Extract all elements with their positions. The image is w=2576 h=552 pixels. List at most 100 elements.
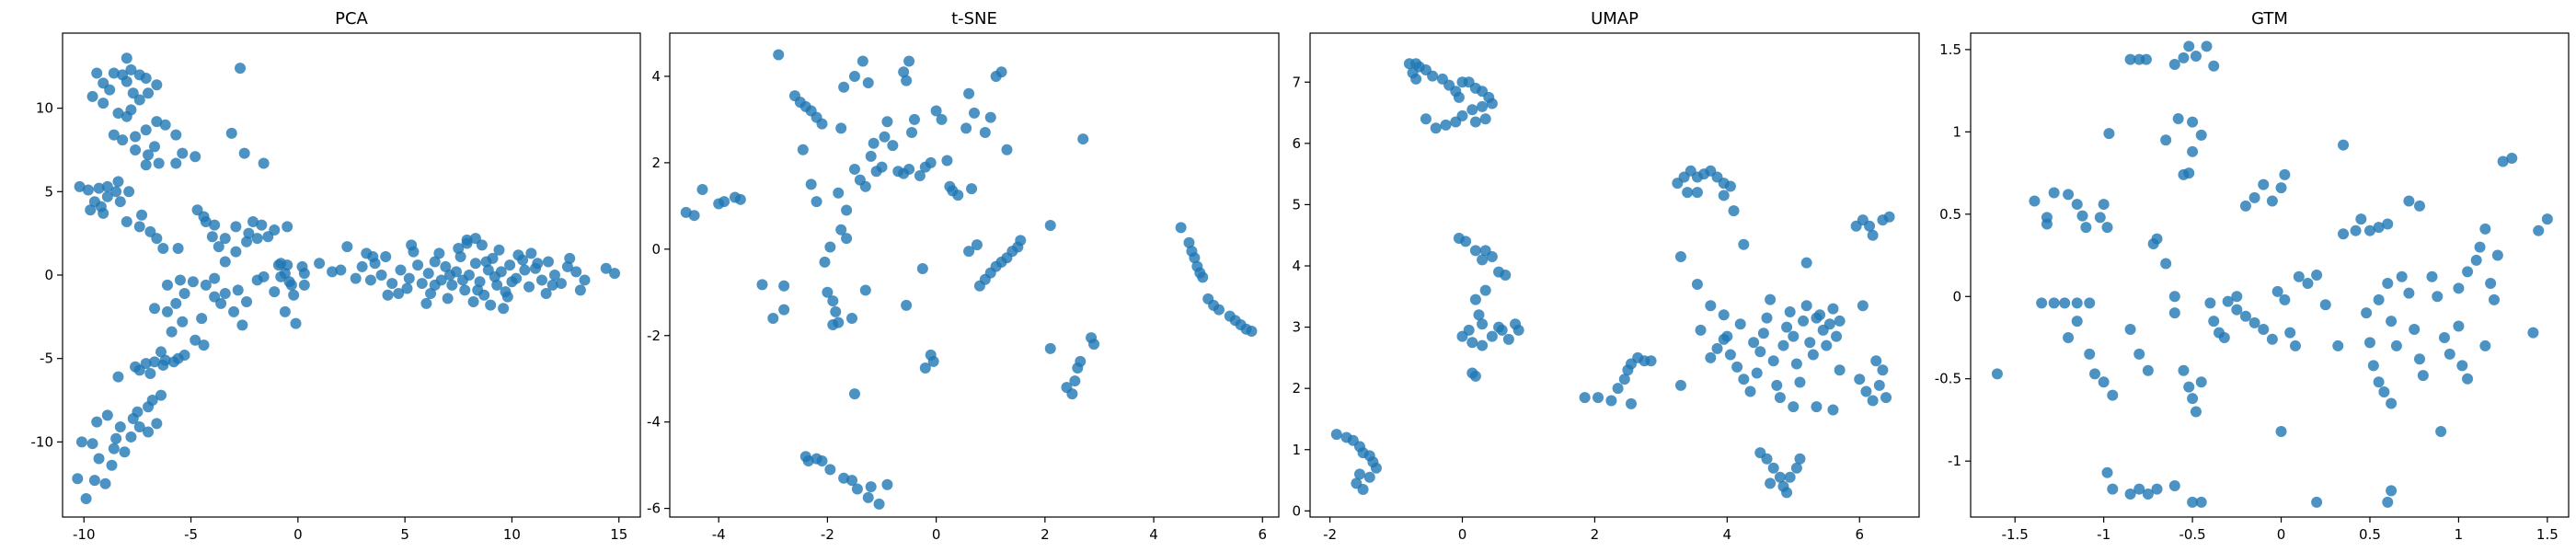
scatter-point	[2479, 223, 2491, 235]
scatter-point	[442, 293, 454, 305]
panel-title: PCA	[335, 9, 368, 29]
scatter-point	[1777, 339, 1789, 351]
scatter-point	[1175, 222, 1187, 234]
scatter-point	[859, 180, 871, 192]
scatter-point	[2231, 304, 2243, 316]
scatter-point	[2432, 291, 2444, 303]
scatter-point	[243, 227, 255, 239]
scatter-point	[2453, 320, 2465, 332]
scatter-point	[2258, 178, 2270, 190]
scatter-point	[133, 221, 145, 233]
scatter-point	[819, 256, 831, 268]
scatter-point	[2382, 277, 2394, 289]
scatter-point	[241, 296, 253, 308]
x-tick-label: -0.5	[2179, 526, 2205, 543]
x-tick-label: -10	[73, 526, 96, 543]
scatter-point	[824, 464, 836, 476]
scatter-point	[2248, 191, 2260, 203]
scatter-point	[546, 279, 558, 291]
x-tick-label: 0	[2277, 526, 2286, 543]
scatter-point	[2462, 373, 2474, 385]
scatter-point	[2279, 168, 2291, 180]
scatter-point	[2271, 285, 2283, 297]
panel-umap: UMAP -2 0 2 4 6 0 1 2 3 4 5 6 7	[1292, 9, 1920, 543]
scatter-point	[1189, 252, 1201, 264]
scatter-point	[1834, 364, 1846, 376]
scatter-point	[1593, 392, 1604, 404]
scatter-point	[1486, 98, 1498, 109]
scatter-point	[167, 356, 179, 368]
scatter-point	[159, 119, 171, 131]
scatter-point	[485, 299, 497, 311]
scatter-point	[2248, 316, 2260, 328]
scatter-point	[114, 196, 126, 208]
scatter-point	[1069, 375, 1081, 387]
scatter-point	[2063, 331, 2075, 343]
scatter-point	[130, 131, 142, 143]
scatter-point	[1788, 330, 1800, 342]
scatter-point	[822, 286, 834, 298]
scatter-point	[2208, 60, 2220, 72]
scatter-point	[1781, 487, 1793, 499]
scatter-point	[816, 454, 828, 466]
scatter-point	[846, 312, 858, 324]
scatter-point	[2124, 324, 2136, 336]
scatter-point	[2332, 339, 2344, 351]
scatter-point	[838, 81, 850, 93]
x-tick-label: 1.5	[2536, 526, 2559, 543]
scatter-point	[178, 350, 190, 362]
scatter-point	[2190, 406, 2202, 418]
x-tick-label: -4	[712, 526, 726, 543]
scatter-point	[2160, 134, 2172, 146]
scatter-point	[1790, 462, 1802, 474]
scatter-point	[1460, 236, 1472, 247]
scatter-point	[269, 224, 281, 236]
scatter-point	[1500, 270, 1512, 281]
scatter-point	[1477, 318, 1489, 330]
x-tick-label: -1	[2097, 526, 2110, 543]
scatter-point	[241, 236, 253, 247]
scatter-point	[82, 184, 94, 196]
scatter-point	[296, 260, 308, 272]
scatter-point	[433, 247, 445, 259]
scatter-point	[106, 459, 118, 471]
scatter-point	[2071, 297, 2083, 309]
scatter-point	[1691, 278, 1703, 290]
scatter-point	[1066, 388, 1078, 400]
scatter-point	[2124, 53, 2136, 65]
scatter-point	[2036, 297, 2048, 309]
y-tick-label: 4	[651, 68, 661, 85]
scatter-point	[172, 242, 184, 254]
scatter-point	[2485, 277, 2497, 289]
scatter-point	[108, 443, 120, 454]
scatter-point	[1001, 144, 1013, 155]
scatter-point	[1754, 346, 1766, 358]
panel-title: GTM	[2251, 9, 2288, 29]
scatter-point	[1718, 190, 1730, 201]
scatter-point	[151, 116, 163, 128]
scatter-point	[830, 305, 842, 317]
scatter-point	[2284, 327, 2296, 339]
scatter-point	[2160, 258, 2172, 270]
x-tick-label: -5	[184, 526, 198, 543]
scatter-point	[2279, 293, 2291, 305]
scatter-point	[767, 312, 779, 324]
scatter-point	[350, 272, 362, 284]
scatter-point	[898, 66, 910, 78]
scatter-point	[555, 278, 567, 290]
scatter-point	[857, 55, 868, 67]
y-tick-label: 0	[1292, 502, 1301, 519]
scatter-point	[236, 319, 248, 331]
scatter-point	[914, 169, 926, 181]
y-tick-label: -6	[647, 500, 661, 517]
scatter-point	[1450, 116, 1462, 128]
scatter-point	[1674, 379, 1686, 391]
scatter-point	[756, 279, 768, 291]
scatter-point	[2063, 189, 2075, 201]
scatter-point	[1870, 355, 1882, 367]
scatter-point	[153, 157, 165, 169]
scatter-point	[1197, 271, 1209, 283]
scatter-point	[230, 221, 242, 233]
scatter-point	[2506, 152, 2518, 164]
scatter-point	[151, 233, 163, 245]
